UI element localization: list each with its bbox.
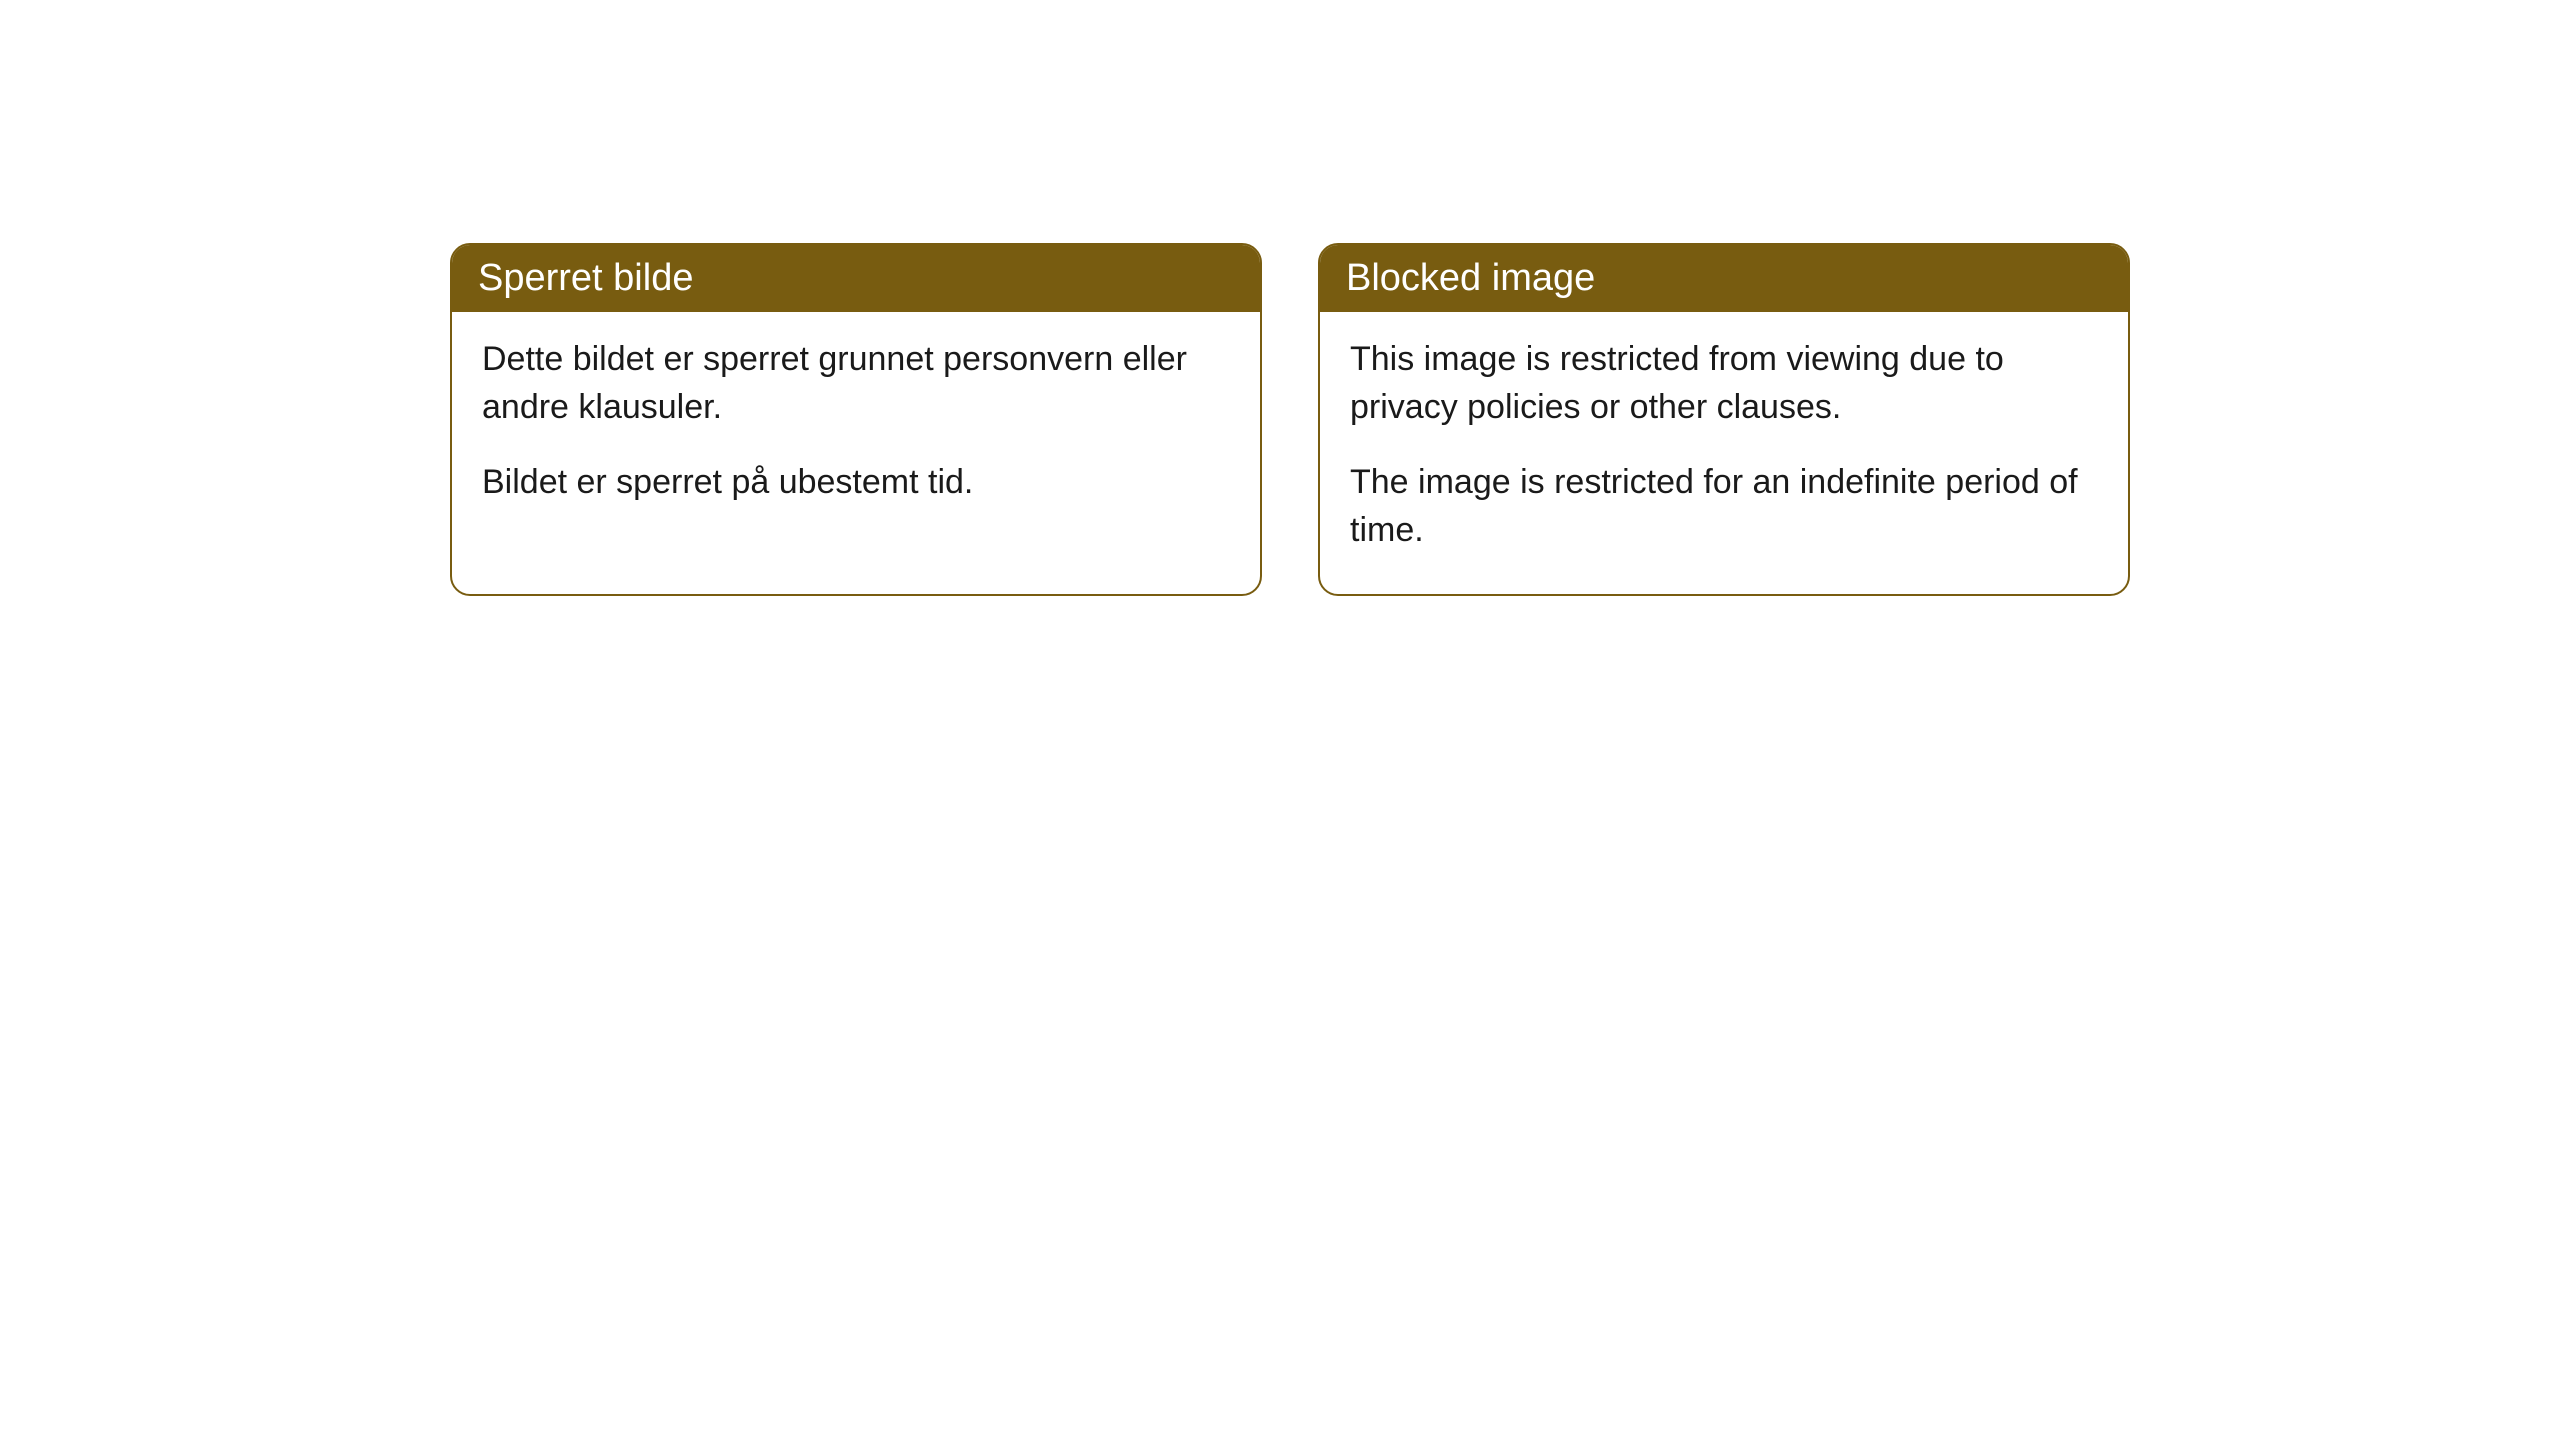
notice-text-2: Bildet er sperret på ubestemt tid. (482, 459, 1230, 507)
notice-text-1: Dette bildet er sperret grunnet personve… (482, 336, 1230, 431)
card-header-norwegian: Sperret bilde (452, 245, 1260, 312)
card-title: Sperret bilde (478, 257, 693, 299)
notice-text-2: The image is restricted for an indefinit… (1350, 459, 2098, 554)
card-title: Blocked image (1346, 257, 1595, 299)
blocked-image-notice-norwegian: Sperret bilde Dette bildet er sperret gr… (450, 243, 1262, 596)
card-header-english: Blocked image (1320, 245, 2128, 312)
card-body-english: This image is restricted from viewing du… (1320, 312, 2128, 594)
blocked-image-notice-english: Blocked image This image is restricted f… (1318, 243, 2130, 596)
card-body-norwegian: Dette bildet er sperret grunnet personve… (452, 312, 1260, 547)
notice-text-1: This image is restricted from viewing du… (1350, 336, 2098, 431)
notice-container: Sperret bilde Dette bildet er sperret gr… (0, 0, 2560, 596)
